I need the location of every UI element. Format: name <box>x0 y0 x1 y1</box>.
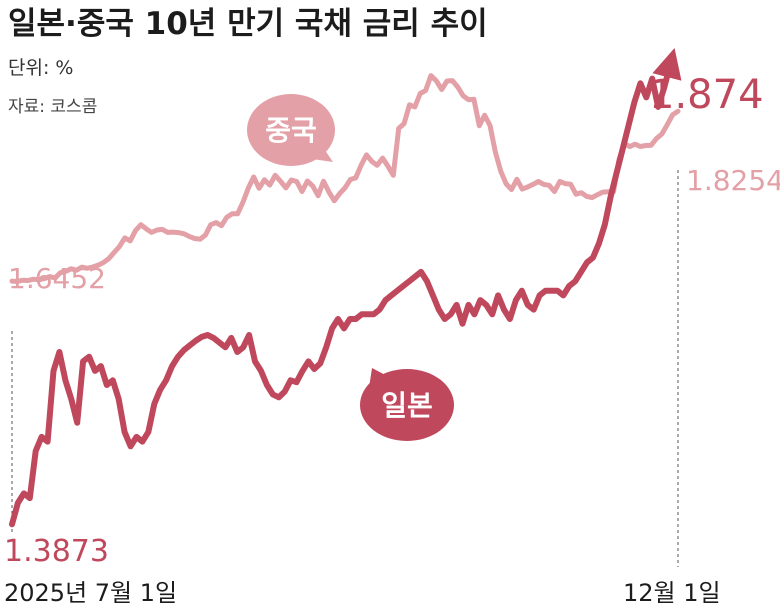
japan-callout: 일본 <box>360 368 454 441</box>
china-callout: 중국 <box>247 94 335 166</box>
china-callout-tail <box>305 140 333 162</box>
china-end-value: 1.8254 <box>686 164 780 197</box>
chart-title: 일본·중국 10년 만기 국채 금리 추이 <box>8 6 488 42</box>
china-callout-label: 중국 <box>265 114 317 147</box>
source-label: 자료: 코스콤 <box>8 97 97 117</box>
x-end-date: 12월 1일 <box>623 579 721 607</box>
japan-callout-tail <box>369 368 391 388</box>
china-start-value: 1.6452 <box>8 262 106 295</box>
japan-callout-bubble <box>360 369 454 441</box>
japan-callout-label: 일본 <box>381 389 433 422</box>
x-start-date: 2025년 7월 1일 <box>4 579 177 607</box>
japan-series-line <box>9 47 682 528</box>
china-series-line <box>9 73 681 284</box>
japan-end-value: 1.874 <box>649 72 764 118</box>
japan-start-value: 1.3873 <box>4 534 109 569</box>
unit-label: 단위: % <box>8 57 73 79</box>
